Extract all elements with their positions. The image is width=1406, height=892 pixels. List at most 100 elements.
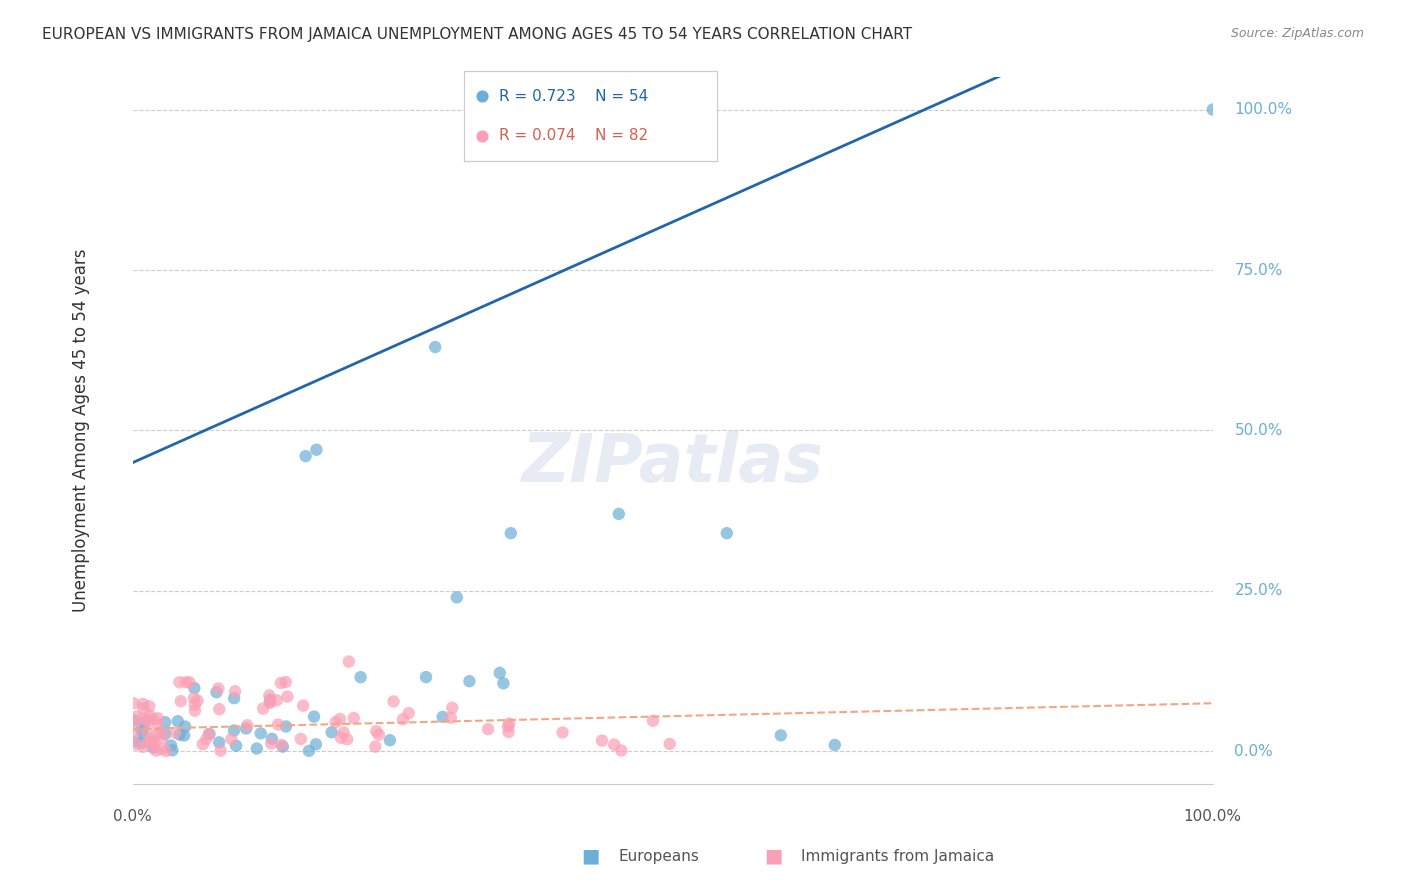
- Point: [378, 733, 401, 747]
- Point: [134, 715, 156, 730]
- Point: [173, 729, 195, 743]
- Point: [145, 728, 167, 742]
- Point: [142, 712, 165, 726]
- Y-axis label: Unemployment Among Ages 45 to 54 years: Unemployment Among Ages 45 to 54 years: [72, 249, 90, 612]
- Point: [343, 711, 366, 725]
- Point: [139, 732, 162, 747]
- Point: [1202, 103, 1225, 117]
- Point: [205, 685, 228, 699]
- Point: [169, 675, 191, 690]
- Point: [153, 715, 176, 730]
- Text: R = 0.723    N = 54: R = 0.723 N = 54: [499, 89, 648, 103]
- Point: [131, 725, 153, 739]
- Point: [174, 719, 197, 733]
- Point: [499, 526, 522, 541]
- Text: Immigrants from Jamaica: Immigrants from Jamaica: [801, 849, 994, 863]
- Text: 25.0%: 25.0%: [1234, 583, 1282, 599]
- Point: [336, 732, 359, 747]
- Point: [305, 442, 328, 457]
- Point: [325, 715, 347, 730]
- Point: [259, 693, 281, 707]
- Point: [391, 712, 413, 726]
- Point: [259, 696, 281, 710]
- Point: [142, 735, 165, 749]
- Point: [132, 701, 155, 715]
- Point: [142, 739, 165, 753]
- Point: [179, 675, 201, 690]
- Point: [270, 676, 292, 690]
- Point: [551, 725, 574, 739]
- Point: [186, 693, 208, 707]
- Point: [382, 694, 405, 708]
- Point: [610, 743, 633, 757]
- Text: 75.0%: 75.0%: [1234, 262, 1282, 277]
- Point: [398, 706, 420, 720]
- Point: [139, 709, 162, 723]
- Point: [221, 732, 243, 747]
- Point: [488, 665, 510, 680]
- Point: [138, 735, 160, 749]
- Point: [165, 726, 187, 740]
- Text: Europeans: Europeans: [619, 849, 700, 863]
- Point: [208, 702, 231, 716]
- Point: [298, 744, 321, 758]
- Point: [183, 681, 205, 695]
- Point: [458, 674, 481, 689]
- Point: [129, 736, 152, 750]
- Point: [366, 724, 388, 739]
- Point: [274, 719, 297, 733]
- Point: [432, 710, 454, 724]
- Point: [498, 716, 520, 731]
- Point: [492, 676, 515, 690]
- Point: [155, 744, 177, 758]
- Point: [170, 694, 193, 708]
- Point: [441, 701, 464, 715]
- Text: 0.0%: 0.0%: [114, 809, 152, 824]
- Point: [138, 699, 160, 714]
- Point: [222, 723, 245, 738]
- Point: [290, 731, 312, 746]
- Point: [266, 693, 288, 707]
- Point: [716, 526, 738, 541]
- Point: [259, 689, 281, 703]
- Point: [235, 722, 257, 736]
- Point: [332, 725, 354, 739]
- Point: [122, 696, 145, 710]
- Text: ■: ■: [581, 847, 600, 866]
- Text: ZIPatlas: ZIPatlas: [522, 430, 824, 496]
- Point: [184, 698, 207, 712]
- Point: [184, 704, 207, 718]
- Point: [162, 743, 184, 757]
- Point: [224, 684, 246, 698]
- Point: [146, 718, 169, 732]
- Point: [329, 712, 352, 726]
- Point: [337, 655, 360, 669]
- Point: [330, 731, 353, 745]
- Point: [224, 691, 246, 706]
- Point: [658, 737, 681, 751]
- Text: 50.0%: 50.0%: [1234, 423, 1282, 438]
- Point: [122, 727, 145, 741]
- Point: [305, 737, 328, 751]
- Point: [321, 725, 343, 739]
- Point: [271, 739, 294, 754]
- Point: [292, 698, 315, 713]
- Point: [209, 744, 232, 758]
- Point: [198, 727, 221, 741]
- Point: [169, 728, 191, 742]
- Point: [195, 731, 218, 746]
- Point: [122, 714, 145, 728]
- Point: [149, 725, 172, 739]
- Point: [125, 709, 148, 723]
- Point: [150, 742, 173, 756]
- Point: [607, 507, 630, 521]
- Point: [174, 675, 197, 690]
- Point: [440, 711, 463, 725]
- Point: [274, 675, 297, 690]
- Point: [446, 591, 468, 605]
- Point: [425, 340, 447, 354]
- Point: [260, 737, 283, 751]
- Text: R = 0.074    N = 82: R = 0.074 N = 82: [499, 128, 648, 143]
- Point: [259, 695, 281, 709]
- Point: [225, 739, 247, 753]
